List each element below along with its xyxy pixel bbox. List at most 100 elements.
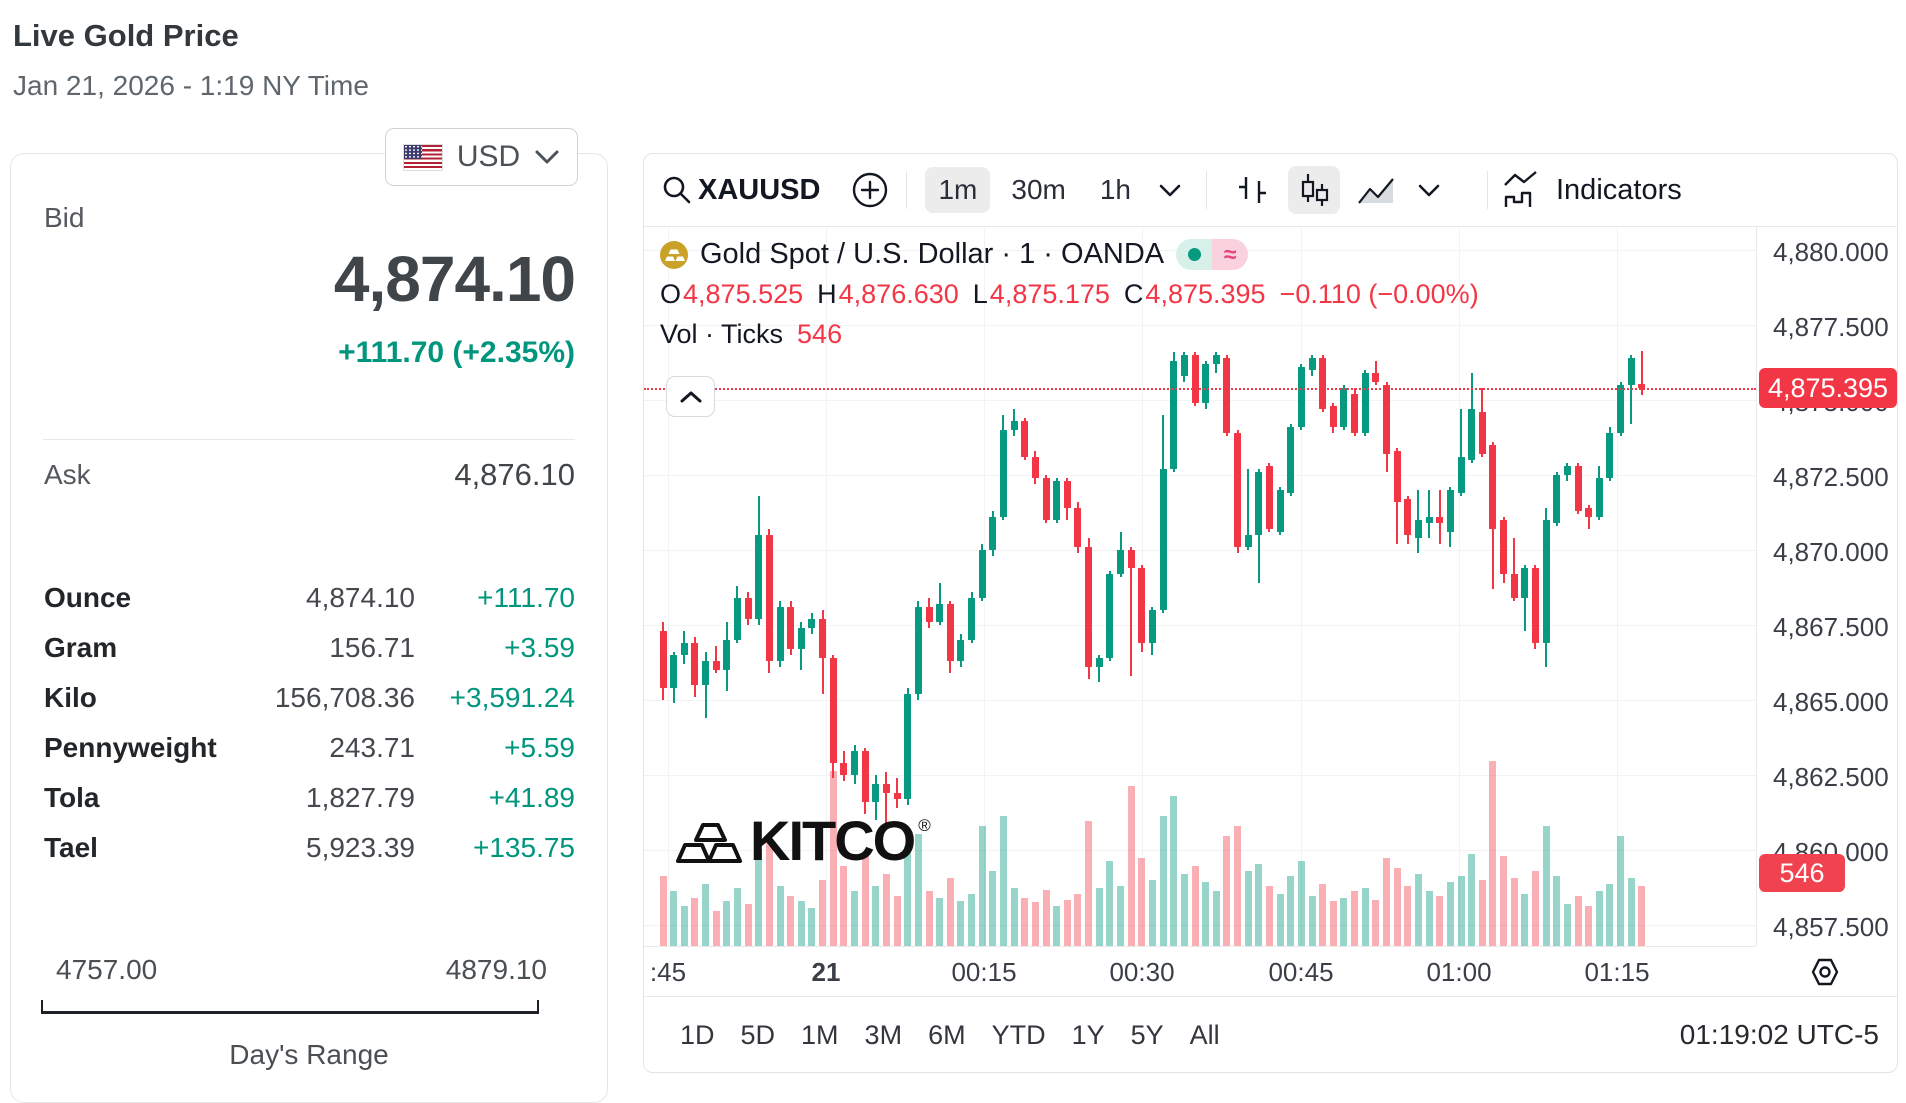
volume-bar [1457, 876, 1465, 946]
gridline [644, 550, 1756, 551]
volume-bar [1170, 796, 1178, 946]
divider [43, 439, 575, 440]
chart-settings-button[interactable] [1804, 951, 1846, 993]
time-tick: 01:00 [1426, 957, 1492, 987]
indicators-button[interactable]: Indicators [1502, 171, 1682, 209]
candle [1074, 508, 1082, 547]
candle [936, 604, 944, 622]
volume-bar [1553, 876, 1561, 946]
bars-style-button[interactable] [1226, 166, 1278, 214]
volume-bar [904, 846, 912, 946]
chevron-down-icon [535, 150, 559, 164]
range-5y[interactable]: 5Y [1130, 1019, 1164, 1050]
volume-bar [1446, 882, 1454, 946]
volume-bar [1414, 874, 1422, 946]
interval-1h[interactable]: 1h [1099, 174, 1131, 205]
candle [999, 430, 1007, 517]
range-6m[interactable]: 6M [928, 1019, 966, 1050]
bid-value: 4,874.10 [333, 243, 576, 315]
candle-wick [1587, 505, 1590, 529]
candle [1627, 358, 1635, 385]
volume-bar [733, 888, 741, 946]
candles-style-button[interactable] [1288, 166, 1340, 214]
volume-bar [1531, 871, 1539, 946]
candle [1244, 535, 1252, 547]
candle [712, 661, 720, 670]
time-tick: :45 [649, 957, 687, 987]
interval-1m[interactable]: 1m [925, 167, 991, 213]
gridline [644, 325, 1756, 326]
compare-add-button[interactable] [848, 168, 892, 212]
chevron-down-icon [1418, 184, 1440, 196]
unit-label: Pennyweight [44, 732, 217, 763]
toolbar-separator [906, 171, 908, 209]
range-buttons: 1D 5D 1M 3M 6M YTD 1Y 5Y All [644, 1020, 1246, 1051]
volume-bar [1510, 878, 1518, 946]
legend-collapse-button[interactable] [666, 376, 715, 417]
candle [1393, 451, 1401, 502]
candle-wick [1513, 538, 1516, 601]
range-ytd[interactable]: YTD [991, 1019, 1046, 1050]
volume-bar [957, 901, 965, 946]
candle [1202, 364, 1210, 403]
price-tick: 4,862.500 [1773, 762, 1889, 792]
candlestick-chart-icon [1301, 174, 1329, 206]
price-tick: 4,870.000 [1773, 537, 1889, 567]
symbol-search-button[interactable] [658, 168, 696, 212]
candle [1404, 499, 1412, 535]
time-tick: 00:45 [1268, 957, 1334, 987]
volume-bar [989, 871, 997, 946]
volume-bar [1627, 878, 1635, 946]
style-more-button[interactable] [1407, 168, 1451, 212]
range-1m[interactable]: 1M [801, 1019, 839, 1050]
range-all[interactable]: All [1189, 1019, 1220, 1050]
chart-plot-area[interactable]: KITCO ® [644, 227, 1756, 946]
price-scale[interactable]: 4,880.0004,877.5004,875.0004,872.5004,87… [1756, 227, 1897, 946]
volume-bar [1202, 882, 1210, 946]
range-high: 4879.10 [445, 954, 547, 985]
candle [1053, 481, 1061, 520]
range-1y[interactable]: 1Y [1071, 1019, 1105, 1050]
indicators-icon [1504, 171, 1537, 207]
gold-symbol-icon [660, 240, 688, 269]
symbol-name[interactable]: XAUUSD [698, 173, 821, 206]
gridline [644, 625, 1756, 626]
volume-bar [1212, 891, 1220, 946]
volume-bar [1276, 894, 1284, 946]
time-scale[interactable]: :45 21 00:15 00:30 00:45 01:00 01:15 [644, 946, 1756, 996]
area-style-button[interactable] [1350, 166, 1402, 214]
time-tick: 00:30 [1109, 957, 1175, 987]
volume-bar [819, 880, 827, 946]
volume-bar [1159, 816, 1167, 946]
interval-30m[interactable]: 30m [1011, 174, 1066, 205]
volume-bar [1478, 880, 1486, 946]
volume-bar [946, 878, 954, 946]
candle [1436, 517, 1444, 523]
volume-tag: 546 [1759, 854, 1845, 892]
candle [1234, 433, 1242, 547]
currency-dropdown[interactable]: USD [385, 128, 578, 186]
price-tick: 4,867.500 [1773, 612, 1889, 642]
unit-value: 4,874.10 [306, 582, 415, 613]
ask-value: 4,876.10 [454, 457, 575, 492]
unit-value: 1,827.79 [306, 782, 415, 813]
volume-bar [1372, 900, 1380, 946]
kitco-gold-bars-icon [676, 823, 742, 863]
range-3m[interactable]: 3M [864, 1019, 903, 1050]
volume-bar [1180, 874, 1188, 946]
range-low: 4757.00 [56, 954, 158, 985]
plus-circle-icon [853, 172, 888, 208]
range-5d[interactable]: 5D [740, 1019, 776, 1050]
volume-bar [1468, 854, 1476, 946]
range-1d[interactable]: 1D [680, 1019, 715, 1050]
candle [1521, 568, 1529, 598]
market-status-pill[interactable]: ≈ [1176, 239, 1249, 270]
gridline [1459, 227, 1460, 946]
volume-bar [1308, 896, 1316, 946]
range-toolbar: 1D 5D 1M 3M 6M YTD 1Y 5Y All 01:19:02 UTC-5 [644, 996, 1897, 1072]
interval-more-button[interactable] [1148, 168, 1192, 212]
unit-row: Tael 5,923.39 +135.75 [44, 832, 575, 882]
area-chart-icon [1358, 178, 1394, 204]
gridline [644, 475, 1756, 476]
candle [1617, 385, 1625, 433]
